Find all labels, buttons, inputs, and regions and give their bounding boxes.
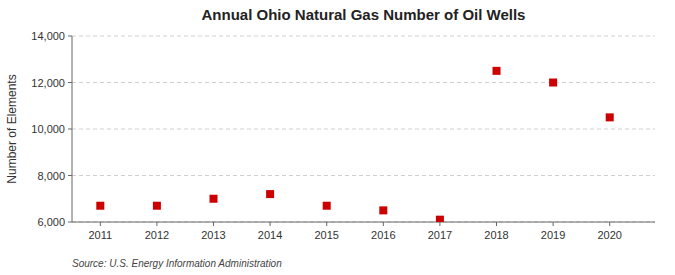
- x-tick: [609, 222, 610, 226]
- y-axis: 6,000 8,000 10,000 12,000 14,000: [31, 30, 72, 228]
- grid-line: [72, 175, 655, 176]
- y-tick: [68, 82, 72, 83]
- x-tick: [156, 222, 157, 226]
- y-tick: [68, 36, 72, 37]
- point: [606, 113, 614, 121]
- point: [323, 202, 331, 210]
- x-tick-label: 2017: [428, 229, 452, 241]
- x-tick-label: 2012: [145, 229, 169, 241]
- y-tick: [68, 175, 72, 176]
- y-tick: [68, 222, 72, 223]
- x-tick: [270, 222, 271, 226]
- x-tick: [553, 222, 554, 226]
- title: Annual Ohio Natural Gas Number of Oil We…: [202, 6, 526, 23]
- points: [96, 67, 613, 222]
- y-axis-line: [72, 36, 73, 222]
- y-tick-label: 6,000: [37, 216, 65, 228]
- grid-line: [72, 36, 655, 37]
- point: [153, 202, 161, 210]
- x-tick: [439, 222, 440, 226]
- x-tick: [326, 222, 327, 226]
- point: [493, 67, 501, 75]
- grid-line: [72, 222, 655, 223]
- point: [379, 206, 387, 214]
- point: [210, 195, 218, 203]
- x-tick: [100, 222, 101, 226]
- y-tick-label: 12,000: [31, 77, 65, 89]
- x-tick-label: 2014: [258, 229, 282, 241]
- point: [96, 202, 104, 210]
- y-tick-label: 14,000: [31, 30, 65, 42]
- y-tick-label: 8,000: [37, 170, 65, 182]
- x-tick: [383, 222, 384, 226]
- x-tick-label: 2011: [88, 229, 112, 241]
- grid-line: [72, 129, 655, 130]
- x-axis-line: [72, 222, 655, 223]
- grid-line: [72, 82, 655, 83]
- point: [266, 190, 274, 198]
- y-tick: [68, 129, 72, 130]
- chart: Annual Ohio Natural Gas Number of Oil We…: [0, 0, 675, 275]
- annotation: Source: U.S. Energy Information Administ…: [72, 258, 282, 269]
- x-tick-label: 2013: [201, 229, 225, 241]
- x-tick: [496, 222, 497, 226]
- x-axis: 2011 2012 2013 2014 2015 2016 2017 2018 2019 2020: [72, 222, 655, 241]
- x-tick-label: 2019: [541, 229, 565, 241]
- x-tick-label: 2015: [314, 229, 338, 241]
- point: [436, 216, 444, 222]
- point: [549, 79, 557, 87]
- x-tick-label: 2020: [597, 229, 621, 241]
- x-tick-label: 2016: [371, 229, 395, 241]
- x-tick-label: 2018: [484, 229, 508, 241]
- x-tick: [213, 222, 214, 226]
- y-axis-label: Number of Elements: [5, 74, 19, 183]
- grid: [72, 36, 655, 222]
- y-tick-label: 10,000: [31, 123, 65, 135]
